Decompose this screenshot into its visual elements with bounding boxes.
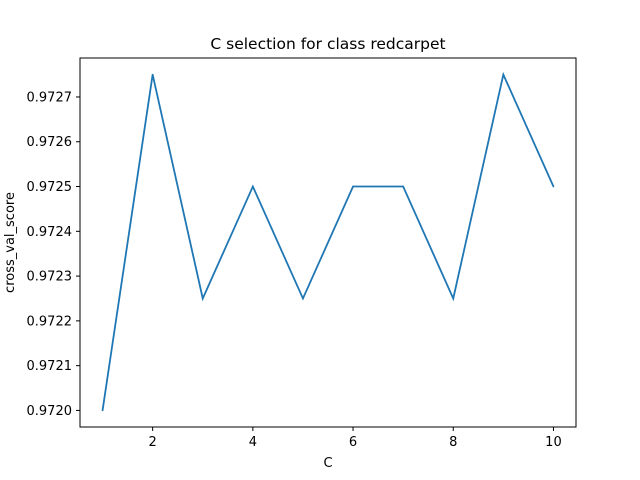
y-tick-label: 0.9720 [27, 404, 73, 419]
data-point [452, 297, 455, 300]
x-tick-label: 8 [449, 435, 457, 450]
y-tick-label: 0.9725 [27, 180, 73, 195]
series-line [101, 71, 555, 411]
data-point [502, 73, 505, 76]
y-axis-label: cross_val_score [3, 192, 18, 293]
y-tick-label: 0.9727 [27, 90, 73, 105]
y-axis-ticks: 0.9720 0.9721 0.9722 0.9723 0.9724 0.9725 0.97… [27, 90, 80, 419]
y-tick-label: 0.9726 [27, 135, 73, 150]
series-layer [101, 71, 555, 412]
data-point [402, 185, 404, 188]
y-tick-label: 0.9723 [27, 270, 73, 285]
data-point [252, 185, 254, 188]
x-tick-label: 10 [545, 435, 562, 450]
data-point [552, 185, 555, 188]
x-tick-label: 4 [249, 435, 257, 450]
data-point [151, 73, 154, 76]
y-tick-label: 0.9721 [27, 359, 73, 374]
x-tick-label: 2 [149, 435, 157, 450]
data-point [352, 185, 354, 188]
chart-title: C selection for class redcarpet [210, 35, 445, 53]
data-point [101, 409, 104, 412]
data-point [302, 297, 304, 300]
x-axis-label: C [323, 456, 332, 471]
plot-area-frame [79, 57, 577, 428]
y-tick-label: 0.9722 [27, 314, 73, 329]
data-point [201, 297, 204, 300]
x-axis-ticks: 2 4 6 8 10 [149, 427, 562, 450]
y-tick-label: 0.9724 [27, 225, 73, 240]
x-tick-label: 6 [349, 435, 357, 450]
